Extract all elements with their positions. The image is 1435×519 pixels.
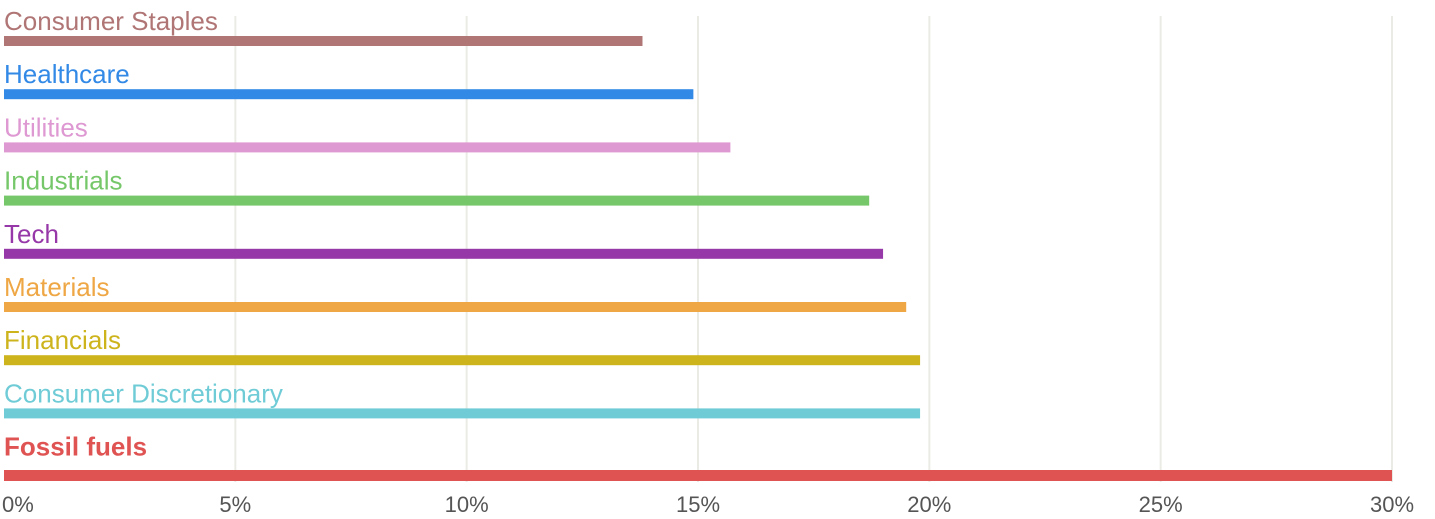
category-label-fossil-fuels: Fossil fuels bbox=[4, 432, 147, 462]
category-label-consumer-staples: Consumer Staples bbox=[4, 6, 218, 36]
category-label-financials: Financials bbox=[4, 325, 121, 355]
category-label-materials: Materials bbox=[4, 272, 109, 302]
category-label-healthcare: Healthcare bbox=[4, 59, 130, 89]
bar-healthcare bbox=[4, 89, 694, 100]
x-tick-label-25: 25% bbox=[1139, 492, 1183, 517]
x-tick-label-5: 5% bbox=[219, 492, 251, 517]
category-labels: Consumer Staples Healthcare Utilities Indus… bbox=[4, 6, 283, 462]
bar-consumer-staples bbox=[4, 36, 643, 46]
bar-utilities bbox=[4, 142, 731, 153]
category-label-utilities: Utilities bbox=[4, 112, 88, 142]
x-tick-label-30: 30% bbox=[1370, 492, 1414, 517]
x-tick-label-15: 15% bbox=[676, 492, 720, 517]
category-label-tech: Tech bbox=[4, 219, 59, 249]
bar-materials bbox=[4, 302, 907, 312]
bar-financials bbox=[4, 355, 921, 366]
x-axis-tick-labels: 0% 5% 10% 15% 20% 25% 30% bbox=[2, 492, 1414, 517]
bar-consumer-discretionary bbox=[4, 408, 921, 419]
category-label-consumer-discretionary: Consumer Discretionary bbox=[4, 378, 283, 408]
bar-fossil-fuels bbox=[4, 470, 1392, 481]
bar-tech bbox=[4, 248, 884, 259]
x-tick-label-10: 10% bbox=[445, 492, 489, 517]
bar-industrials bbox=[4, 195, 870, 206]
bars bbox=[4, 36, 1392, 481]
category-label-industrials: Industrials bbox=[4, 166, 123, 196]
x-tick-label-20: 20% bbox=[907, 492, 951, 517]
x-tick-label-0: 0% bbox=[2, 492, 34, 517]
